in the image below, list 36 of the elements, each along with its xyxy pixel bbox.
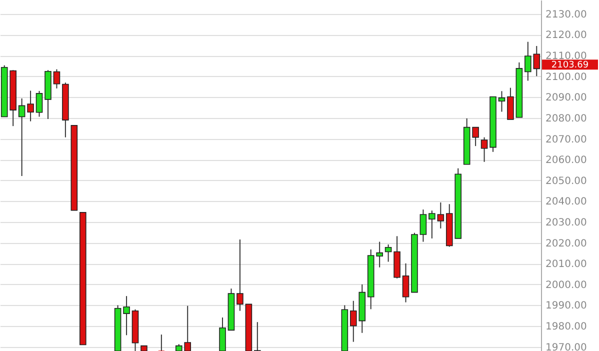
candlestick [236, 238, 244, 312]
y-tick-label: 1970.00 [546, 342, 587, 351]
candlestick [428, 210, 436, 239]
candlestick [402, 262, 410, 303]
candlestick [420, 209, 427, 242]
candlestick [498, 90, 506, 112]
y-tick-label: 2120.00 [546, 30, 587, 42]
y-tick-label: 2090.00 [546, 92, 587, 104]
y-tick-label: 2050.00 [546, 176, 587, 187]
y-tick-label: 2080.00 [546, 113, 587, 124]
candlestick [472, 126, 479, 147]
candlestick [123, 296, 130, 336]
y-tick-label: 2020.00 [546, 238, 587, 250]
candlestick [18, 98, 26, 177]
y-tick-label: 1990.00 [546, 300, 587, 312]
candlestick [53, 68, 60, 89]
y-tick-label: 2070.00 [546, 134, 587, 146]
candlestick [376, 241, 383, 268]
candlestick [158, 334, 165, 351]
y-tick-label: 2040.00 [546, 196, 587, 208]
candlestick [437, 202, 444, 229]
y-tick-label: 2100.00 [546, 72, 587, 83]
y-tick-label: 2130.00 [546, 9, 587, 20]
candlestick [27, 90, 34, 122]
y-tick-label: 2030.00 [546, 218, 587, 228]
y-tick-label: 2000.00 [546, 280, 587, 291]
candlestick [254, 322, 261, 351]
y-tick-label: 1980.00 [546, 322, 587, 333]
candlestick [480, 136, 488, 162]
text: 2103.69 [551, 60, 589, 71]
y-tick-label: 2010.00 [546, 259, 587, 270]
candlestick [507, 87, 514, 120]
candlestick [384, 244, 392, 262]
candlestick [219, 317, 226, 351]
candlestick [36, 90, 43, 118]
y-tick-label: 2060.00 [546, 155, 587, 166]
